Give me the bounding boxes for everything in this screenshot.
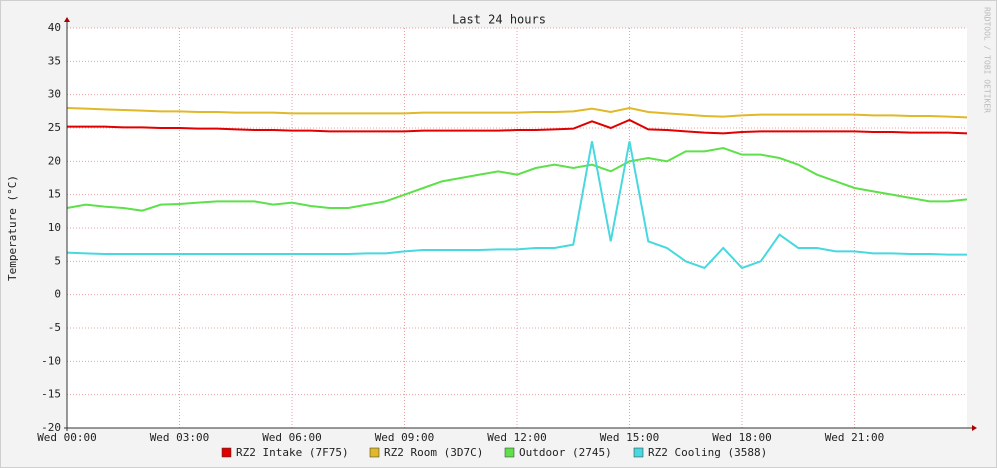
x-tick-label: Wed 12:00 (487, 431, 547, 444)
x-tick-label: Wed 03:00 (150, 431, 210, 444)
y-tick-label: 40 (48, 21, 61, 34)
legend: RZ2 Intake (7F75) RZ2 Room (3D7C) Outdoor … (221, 446, 767, 459)
series-line (66, 106, 968, 119)
legend-swatch (633, 447, 644, 458)
x-tick-label: Wed 15:00 (600, 431, 660, 444)
y-tick-label: -20 (41, 421, 61, 434)
watermark: RRDTOOL / TOBI OETIKER (983, 7, 992, 113)
legend-label: RZ2 Intake (7F75) (236, 446, 349, 459)
y-tick-label: -10 (41, 354, 61, 367)
chart-title: Last 24 hours (452, 13, 546, 27)
y-tick-label: 30 (48, 88, 61, 101)
y-axis-label: Temperature (°C) (6, 175, 19, 281)
y-tick-label: 5 (54, 254, 61, 267)
x-tick-label: Wed 09:00 (375, 431, 435, 444)
x-tick-label: Wed 06:00 (262, 431, 322, 444)
series-line (66, 141, 967, 270)
x-tick-label: Wed 18:00 (712, 431, 772, 444)
series-line (67, 118, 968, 135)
y-tick-label: 0 (54, 288, 61, 301)
y-tick-label: -5 (48, 321, 61, 334)
legend-label: RZ2 Room (3D7C) (384, 446, 483, 459)
y-tick-label: -15 (41, 388, 61, 401)
legend-swatch (369, 447, 380, 458)
y-tick-label: 15 (48, 188, 61, 201)
y-tick-label: 25 (48, 121, 61, 134)
legend-label: RZ2 Cooling (3588) (648, 446, 767, 459)
y-arrow (64, 17, 70, 22)
x-tick-label: Wed 21:00 (825, 431, 885, 444)
grid (66, 27, 967, 429)
lines (66, 106, 968, 270)
y-tick-label: 20 (48, 154, 61, 167)
legend-swatch (221, 447, 232, 458)
legend-swatch (504, 447, 515, 458)
legend-label: Outdoor (2745) (519, 446, 612, 459)
y-tick-label: 10 (48, 221, 61, 234)
x-arrow (972, 425, 977, 431)
y-tick-label: 35 (48, 54, 61, 67)
series-line (66, 146, 968, 212)
x-tick-label: Wed 00:00 (37, 431, 97, 444)
